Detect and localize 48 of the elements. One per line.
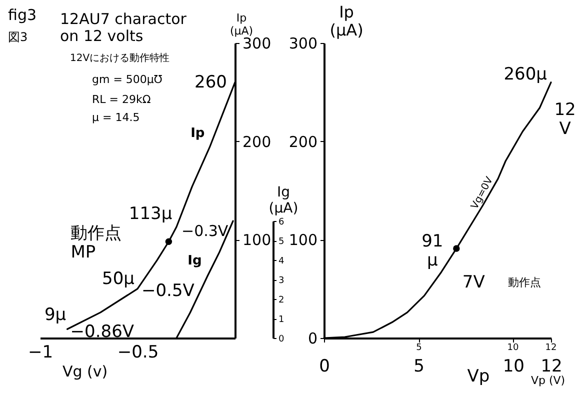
y-tick-label: 300 [242,34,272,52]
annotation: gm = 500μ℧ [92,73,162,86]
annotation: 50μ [102,268,135,289]
y2-tick-label: 1 [278,315,284,325]
annotation: 113μ [128,204,172,224]
x-tick-label: 0 [319,356,330,376]
annotation: −0.5V [142,280,195,301]
y-axis-title: Ip (μA) [230,12,254,38]
y2-tick-label: 2 [278,296,284,306]
x-axis-title: Vg (v) [62,362,108,380]
y2-tick-label: 4 [278,256,284,266]
x-axis-title: Vp [467,366,490,386]
y-tick-label: 200 [288,132,318,151]
y2-tick-label: 6 [278,218,284,228]
x-tick-label: 12 [540,356,562,376]
series-label: Ip [190,126,205,142]
chart-title: 12AU7 charactor on 12 volts [60,10,188,45]
y-axis-title: Ip (μA) [330,2,364,40]
x-tick-label: −0.5 [117,342,159,362]
annotation: 動作点 [508,276,541,289]
y-tick-label: 100 [242,231,272,250]
x-tick-label: 5 [414,356,424,376]
y-tick-label: 100 [288,231,318,250]
annotation: 12Vにおける動作特性 [70,52,170,64]
annotation: 260 [194,72,227,92]
y2-tick-label: 5 [278,237,284,247]
text: Vp (V) [530,374,566,387]
annotation: 7V [462,272,486,293]
y2-tick-label: 3 [278,276,284,286]
x-tick-label: 10 [502,356,524,376]
caption: 図3 [8,30,28,44]
annotation: 動作点 MP [70,224,122,263]
y-tick-label: 300 [288,34,318,52]
x-tick-label: −1 [28,342,54,362]
annotation: μ = 14.5 [92,111,140,124]
annotation: −0.86V [70,322,134,342]
text: 12 V [554,100,576,139]
caption: fig3 [8,6,37,24]
annotation: 91 μ [422,232,444,271]
y2-axis-title: Ig (μA) [268,184,298,216]
y2-tick-label: 0 [278,334,284,344]
y-tick-label: 0 [308,330,318,348]
annotation: −0.3V [182,222,229,240]
annotation: 9μ [44,305,66,326]
y-tick-label: 200 [242,132,272,151]
series-label: Ig [188,254,202,269]
annotation: RL = 29kΩ [92,93,151,106]
annotation: 260μ [504,64,548,84]
